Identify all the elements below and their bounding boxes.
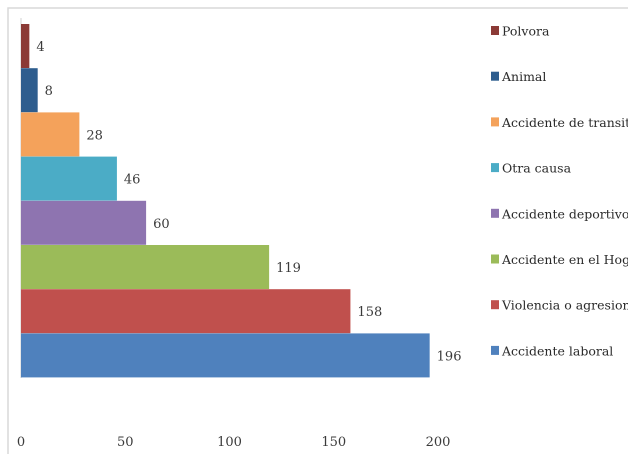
data-label: 8 (45, 84, 53, 99)
x-tick-label: 50 (117, 435, 134, 450)
legend-label: Accidente laboral (501, 343, 613, 358)
bar-accidente-de-transito (21, 112, 80, 157)
x-tick-label: 150 (321, 435, 346, 450)
legend-label: Otra causa (502, 161, 572, 176)
data-label: 28 (86, 128, 103, 143)
bar-accidente-deportivo (21, 200, 147, 245)
data-label: 60 (153, 217, 170, 232)
legend-swatch (491, 117, 499, 127)
bars-group (21, 24, 430, 378)
bar-violencia-o-agresion (21, 289, 351, 334)
bar-polvora (21, 24, 30, 68)
bar-accidente-en-el-hogar (21, 245, 270, 289)
legend-label: Accidente de transito (501, 115, 628, 130)
legend-swatch (491, 71, 499, 81)
legend-label: Violencia o agresion (501, 298, 628, 313)
bar-accidente-laboral (21, 333, 430, 378)
x-tick-label: 200 (426, 435, 451, 450)
x-tick-label: 100 (217, 435, 242, 450)
legend-swatch (491, 208, 499, 218)
data-label: 4 (36, 40, 44, 55)
legend-label: Polvora (502, 24, 550, 39)
legend-swatch (491, 26, 499, 35)
bar-otra-causa (21, 156, 117, 201)
legend-label: Accidente deportivo (501, 206, 628, 221)
legend-swatch (491, 300, 499, 310)
data-label: 196 (437, 349, 462, 364)
legend: Polvora Animal Accidente de transito Otra c… (491, 24, 628, 358)
legend-label: Animal (501, 69, 546, 84)
legend-label: Accidente en el Hogar (501, 252, 628, 267)
data-label: 119 (276, 261, 301, 276)
legend-swatch (491, 163, 499, 173)
x-tick-label: 0 (17, 435, 25, 450)
bar-animal (21, 68, 38, 113)
data-labels-group: 4 8 28 46 60 119 158 196 (36, 40, 461, 364)
x-axis-ticks: 0 50 100 150 200 (17, 435, 451, 450)
data-label: 46 (124, 173, 141, 188)
legend-swatch (491, 345, 499, 355)
legend-swatch (491, 254, 499, 264)
data-label: 158 (357, 305, 382, 320)
